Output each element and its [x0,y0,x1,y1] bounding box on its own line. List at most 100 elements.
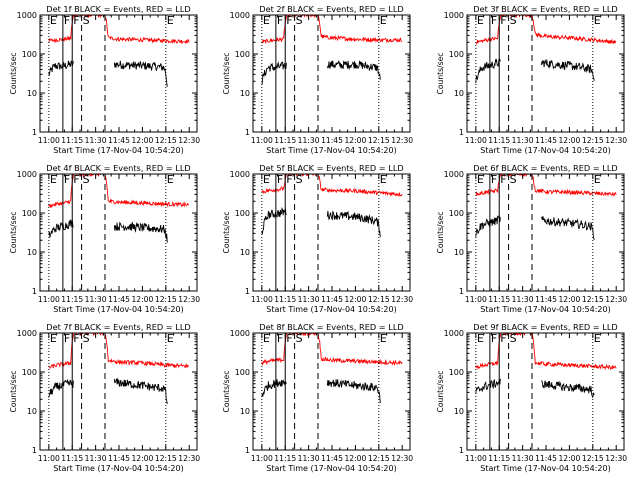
x-tick-label: 11:45 [108,295,130,304]
plot-frame [466,14,625,133]
x-axis-label: Start Time (17-Nov-04 10:54:20) [480,464,610,473]
x-tick-label: 11:00 [465,295,487,304]
marker-label: E [380,332,387,345]
marker-label: F [64,332,70,345]
x-tick-label: 11:00 [465,454,487,463]
series-events-line [261,379,287,398]
x-tick-label: 12:00 [344,454,366,463]
x-tick-label: 11:15 [488,454,510,463]
series-events-line [540,58,595,81]
y-tick-label: 1000 [444,170,464,179]
marker-label: E [263,173,270,186]
y-tick-label: 1000 [444,329,464,338]
panel-title: Det 1f BLACK = Events, RED = LLD [46,4,190,14]
marker-label: F [277,332,283,345]
y-tick-label: 10 [240,248,250,257]
x-tick-label: 12:15 [155,136,177,145]
y-axis-label: Counts/sec [9,53,18,95]
y-axis-label: Counts/sec [222,212,231,254]
marker-label: S [510,14,517,27]
series-events-line [48,218,74,238]
y-tick-label: 1000 [230,170,250,179]
y-tick-label: 10 [240,89,250,98]
x-tick-label: 12:15 [368,454,390,463]
x-tick-label: 11:45 [321,295,343,304]
x-tick-label: 11:15 [61,136,83,145]
series-events-line [261,206,287,235]
x-tick-label: 12:00 [131,454,153,463]
x-tick-label: 11:45 [108,454,130,463]
y-tick-label: 1 [32,287,37,296]
marker-label: E [380,173,387,186]
y-tick-label: 10 [27,248,37,257]
plot-frame [39,14,198,133]
series-events-line [326,210,381,237]
x-tick-label: 11:00 [465,136,487,145]
marker-label: F [500,332,506,345]
x-tick-label: 12:00 [558,295,580,304]
x-tick-label: 12:30 [391,136,413,145]
y-tick-label: 1 [245,287,250,296]
y-tick-label: 10 [27,89,37,98]
x-tick-label: 12:15 [582,295,604,304]
series-events-line [261,61,287,86]
marker-label: E [167,14,174,27]
x-tick-label: 12:15 [155,454,177,463]
panel-title: Det 7f BLACK = Events, RED = LLD [46,322,190,332]
x-tick-label: 11:15 [61,454,83,463]
y-tick-label: 1 [32,128,37,137]
x-tick-label: 12:00 [344,295,366,304]
y-tick-label: 100 [22,50,37,59]
y-tick-label: 1000 [230,11,250,20]
x-tick-label: 11:15 [274,454,296,463]
x-tick-label: 12:00 [558,454,580,463]
x-tick-label: 11:00 [38,136,60,145]
y-tick-label: 10 [27,407,37,416]
y-tick-label: 1000 [230,329,250,338]
panel-title: Det 8f BLACK = Events, RED = LLD [259,322,403,332]
marker-label: S [296,14,303,27]
y-tick-label: 100 [235,209,250,218]
marker-label: S [83,332,90,345]
marker-label: E [263,14,270,27]
x-tick-label: 11:45 [535,295,557,304]
panel-title: Det 9f BLACK = Events, RED = LLD [473,322,617,332]
x-tick-label: 11:45 [321,136,343,145]
y-tick-label: 100 [22,368,37,377]
series-events-line [475,214,501,237]
x-tick-label: 12:30 [605,136,627,145]
marker-label: F [277,173,283,186]
x-tick-label: 11:00 [251,136,273,145]
x-tick-label: 12:30 [391,295,413,304]
series-events-line [541,380,595,399]
y-tick-label: 1000 [17,329,37,338]
y-tick-label: 100 [22,209,37,218]
y-axis-label: Counts/sec [222,53,231,95]
y-axis-label: Counts/sec [9,371,18,413]
y-tick-label: 1 [459,128,464,137]
y-tick-label: 100 [449,368,464,377]
y-tick-label: 1 [32,446,37,455]
marker-label: F [500,173,506,186]
y-axis-label: Counts/sec [436,53,445,95]
x-tick-label: 11:15 [274,295,296,304]
y-tick-label: 10 [454,89,464,98]
y-tick-label: 100 [235,50,250,59]
x-tick-label: 12:00 [131,136,153,145]
plot-frame [39,332,198,451]
series-events-line [113,221,168,243]
panel-title: Det 3f BLACK = Events, RED = LLD [473,4,617,14]
marker-label: F [286,173,292,186]
marker-label: F [73,14,79,27]
marker-label: F [500,14,506,27]
y-tick-label: 10 [454,407,464,416]
x-tick-label: 11:15 [488,136,510,145]
x-tick-label: 12:30 [178,136,200,145]
marker-label: E [167,173,174,186]
x-tick-label: 11:15 [61,295,83,304]
